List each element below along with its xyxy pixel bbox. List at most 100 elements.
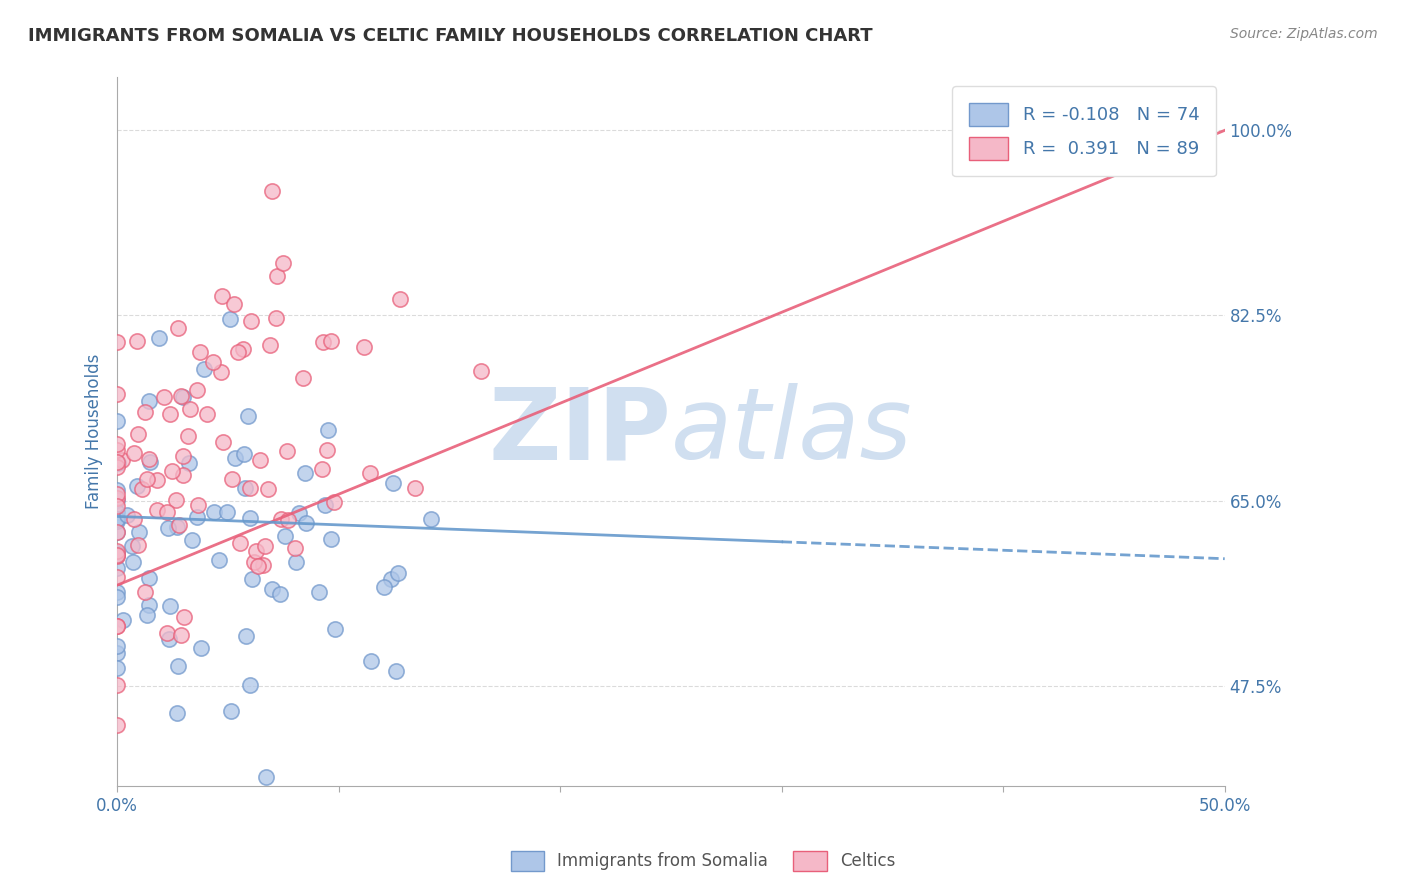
Point xyxy=(193,361,215,376)
Point xyxy=(186,384,208,398)
Text: IMMIGRANTS FROM SOMALIA VS CELTIC FAMILY HOUSEHOLDS CORRELATION CHART: IMMIGRANTS FROM SOMALIA VS CELTIC FAMILY… xyxy=(28,27,873,45)
Point xyxy=(233,447,256,461)
Point xyxy=(148,331,170,345)
Point xyxy=(105,584,128,599)
Point xyxy=(105,619,128,633)
Point xyxy=(105,619,128,633)
Point xyxy=(127,479,149,493)
Point xyxy=(173,610,195,624)
Point xyxy=(112,613,135,627)
Point xyxy=(172,449,194,463)
Point xyxy=(294,466,316,480)
Point xyxy=(270,512,292,526)
Point xyxy=(269,587,291,601)
Point xyxy=(105,548,128,562)
Point xyxy=(105,443,128,458)
Point xyxy=(321,532,343,546)
Point xyxy=(247,559,270,574)
Point xyxy=(105,525,128,540)
Point xyxy=(266,310,288,325)
Point xyxy=(125,334,148,348)
Point xyxy=(314,498,336,512)
Point xyxy=(105,524,128,539)
Point xyxy=(156,506,179,520)
Point xyxy=(105,661,128,675)
Point xyxy=(224,451,246,466)
Point xyxy=(404,481,426,495)
Point xyxy=(127,427,149,442)
Point xyxy=(240,572,263,586)
Point xyxy=(105,491,128,505)
Point xyxy=(172,390,194,404)
Point xyxy=(190,640,212,655)
Point xyxy=(127,537,149,551)
Point xyxy=(236,409,259,423)
Point xyxy=(105,493,128,508)
Point xyxy=(167,321,190,335)
Point xyxy=(188,345,211,359)
Point xyxy=(353,340,375,354)
Point xyxy=(319,334,342,348)
Point xyxy=(229,536,252,550)
Point xyxy=(284,541,307,556)
Point xyxy=(122,512,145,526)
Point xyxy=(180,533,202,547)
Point xyxy=(323,494,346,508)
Point xyxy=(105,512,128,526)
Point xyxy=(253,539,276,553)
Point xyxy=(128,524,150,539)
Legend: Immigrants from Somalia, Celtics: Immigrants from Somalia, Celtics xyxy=(502,842,904,880)
Point xyxy=(201,355,224,369)
Point xyxy=(122,446,145,460)
Point xyxy=(105,717,128,731)
Point xyxy=(135,472,157,486)
Point xyxy=(249,452,271,467)
Point xyxy=(146,473,169,487)
Point xyxy=(239,678,262,692)
Point xyxy=(385,664,408,678)
Point xyxy=(239,481,262,495)
Point xyxy=(170,628,193,642)
Point xyxy=(239,313,262,327)
Point xyxy=(288,506,311,520)
Point xyxy=(105,678,128,692)
Point xyxy=(105,436,128,450)
Point xyxy=(111,452,134,467)
Point xyxy=(291,370,314,384)
Point xyxy=(169,518,191,533)
Point xyxy=(259,338,281,352)
Point xyxy=(388,292,411,306)
Point xyxy=(256,482,278,496)
Text: Source: ZipAtlas.com: Source: ZipAtlas.com xyxy=(1230,27,1378,41)
Point xyxy=(245,543,267,558)
Point xyxy=(209,365,232,379)
Point xyxy=(138,571,160,585)
Text: atlas: atlas xyxy=(671,384,912,480)
Point xyxy=(169,389,191,403)
Point xyxy=(131,482,153,496)
Point xyxy=(215,505,238,519)
Point xyxy=(157,521,180,535)
Y-axis label: Family Households: Family Households xyxy=(86,354,103,509)
Point xyxy=(254,770,277,784)
Point xyxy=(105,646,128,660)
Point xyxy=(260,184,283,198)
Point xyxy=(242,555,264,569)
Point xyxy=(105,414,128,428)
Point xyxy=(179,401,201,416)
Point xyxy=(316,443,339,458)
Point xyxy=(284,555,307,569)
Point xyxy=(177,456,200,470)
Point xyxy=(105,455,128,469)
Point xyxy=(134,584,156,599)
Point xyxy=(105,549,128,563)
Point xyxy=(166,706,188,720)
Point xyxy=(212,434,235,449)
Point xyxy=(226,345,249,359)
Point xyxy=(160,464,183,478)
Point xyxy=(157,632,180,646)
Point xyxy=(308,584,330,599)
Point xyxy=(138,393,160,408)
Point xyxy=(167,659,190,673)
Point xyxy=(312,334,335,349)
